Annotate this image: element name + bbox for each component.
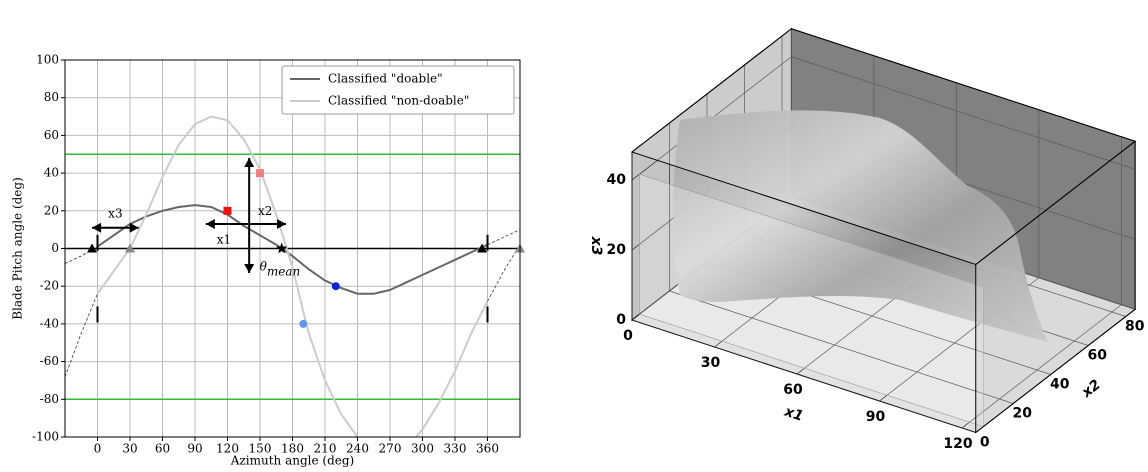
x-tick-label: 120 xyxy=(216,442,239,456)
arrow-head xyxy=(244,264,255,274)
surface xyxy=(673,110,1048,342)
y-tick-label: 80 xyxy=(44,90,59,104)
x-tick-label: 210 xyxy=(314,442,337,456)
series-line-extension xyxy=(487,244,520,302)
series-line xyxy=(96,204,488,295)
marker xyxy=(223,206,232,215)
y-tick-label: 100 xyxy=(36,53,59,67)
x-tick-label: 360 xyxy=(476,442,499,456)
marker xyxy=(96,306,99,323)
theta-label: θmean xyxy=(260,259,301,278)
y-tick-label: 0 xyxy=(51,241,59,255)
y-axis-label: Blade Pitch angle (deg) xyxy=(11,177,25,320)
marker xyxy=(256,169,264,178)
y-tick-label: -40 xyxy=(40,316,59,330)
arrow-head xyxy=(205,218,215,229)
y-tick-label: -80 xyxy=(40,392,59,406)
x-tick-label: 330 xyxy=(444,442,467,456)
annotation-label: x3 xyxy=(108,206,122,220)
z-tick-label: 40 xyxy=(607,172,627,188)
marker xyxy=(96,234,99,251)
legend-box xyxy=(281,65,515,115)
plot-content xyxy=(65,115,520,437)
plot-frame xyxy=(64,59,521,438)
x-tick-label: 300 xyxy=(411,442,434,456)
arrow-head xyxy=(244,158,255,168)
x-axis-label: Azimuth angle (deg) xyxy=(230,454,354,468)
y-tick-label: 0 xyxy=(980,435,990,451)
x-tick-label: 30 xyxy=(122,442,137,456)
x-tick-label: 90 xyxy=(866,409,886,425)
x-tick-label: 270 xyxy=(379,442,402,456)
theta: θ xyxy=(260,259,268,273)
grid-line xyxy=(631,319,976,433)
x-tick-label: 0 xyxy=(94,442,102,456)
front-pane xyxy=(639,173,984,428)
x-tick-label: 240 xyxy=(346,442,369,456)
x-tick-label: 150 xyxy=(249,442,272,456)
z-tick-label: 20 xyxy=(607,242,627,258)
grid-line xyxy=(961,304,1122,429)
y-tick-label: 40 xyxy=(1050,377,1070,393)
marker xyxy=(477,243,488,253)
x-tick-label: 180 xyxy=(281,442,304,456)
x-tick-label: 120 xyxy=(943,436,972,452)
arrow-head xyxy=(277,218,286,229)
y-tick-label: -20 xyxy=(40,279,59,293)
y-axis-label: x2 xyxy=(1078,377,1103,402)
annotation-label: x1 xyxy=(217,232,231,246)
x-tick-label: 30 xyxy=(701,355,721,371)
series-line xyxy=(96,115,489,437)
grid-line xyxy=(669,290,1014,404)
y-tick-label: 60 xyxy=(1088,348,1108,364)
grid-line xyxy=(791,56,1136,170)
theta-subscript: mean xyxy=(267,264,300,278)
series-line-extension xyxy=(487,229,520,246)
z-axis-label: x3 xyxy=(588,236,604,256)
y-tick-label: -100 xyxy=(32,430,59,444)
series-line-extension xyxy=(65,293,98,377)
y-tick-label: 20 xyxy=(1013,406,1033,422)
marker xyxy=(486,306,489,323)
x-axis-label: x1 xyxy=(782,403,806,424)
arrow-head xyxy=(129,222,139,233)
z-tick-label: 0 xyxy=(616,312,626,328)
surface-chart: 0 30 60 90 120 0 20 40 60 80 0 20 40 x1 x2 x3 xyxy=(588,27,1145,452)
x-tick-label: 90 xyxy=(187,442,202,456)
marker xyxy=(275,242,288,254)
legend-label: Classified "doable" xyxy=(328,72,443,86)
marker xyxy=(299,319,308,328)
top-pane xyxy=(630,28,1137,266)
y-tick-label: -60 xyxy=(40,354,59,368)
marker xyxy=(125,243,135,253)
annotation-label: x2 xyxy=(258,204,272,218)
marker xyxy=(486,234,489,251)
marker xyxy=(331,282,340,291)
y-tick-label: 60 xyxy=(44,128,59,142)
y-tick-label: 80 xyxy=(1125,319,1145,335)
x-tick-label: 60 xyxy=(155,442,170,456)
marker xyxy=(87,243,98,253)
x-tick-label: 0 xyxy=(623,328,633,344)
line-chart: 0 30 60 90 120 150 180 210 240 270 300 330 360 -100 -8… xyxy=(11,53,525,468)
y-tick-label: 40 xyxy=(44,166,59,180)
x-tick-label: 60 xyxy=(783,382,803,398)
arrow-head xyxy=(92,222,102,233)
legend-label: Classified "non-doable" xyxy=(328,94,469,108)
y-tick-label: 20 xyxy=(44,203,59,217)
